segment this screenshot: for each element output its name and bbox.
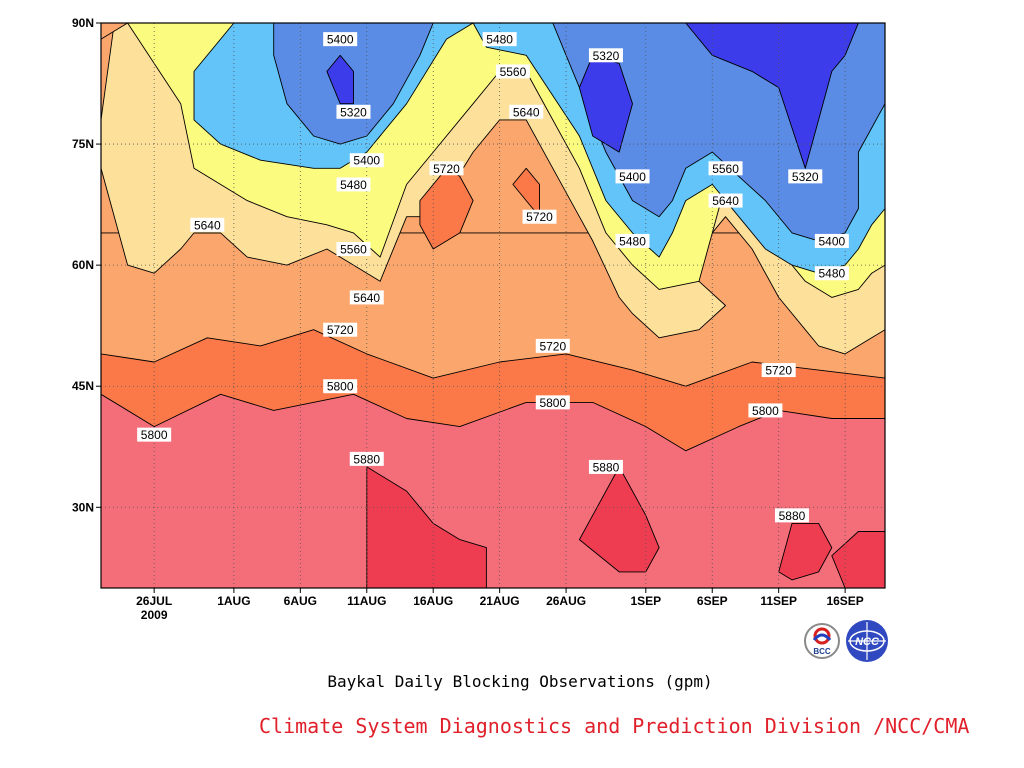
svg-text:5400: 5400 xyxy=(619,170,646,184)
footer-credit: Climate System Diagnostics and Predictio… xyxy=(259,714,970,738)
svg-text:5480: 5480 xyxy=(340,178,367,192)
svg-text:5800: 5800 xyxy=(752,404,779,418)
svg-text:5640: 5640 xyxy=(353,291,380,305)
svg-text:5720: 5720 xyxy=(765,364,792,378)
contour-label: 5720 xyxy=(522,209,557,224)
x-tick-label: 26AUG xyxy=(546,594,586,608)
contour-label: 5320 xyxy=(336,104,371,119)
svg-text:5480: 5480 xyxy=(619,234,646,248)
x-tick-label: 6SEP xyxy=(697,594,728,608)
y-tick-label: 75N xyxy=(72,137,94,151)
contour-label: 5880 xyxy=(349,451,384,466)
svg-text:5560: 5560 xyxy=(340,243,367,257)
x-tick-label: 26JUL xyxy=(136,594,172,608)
contour-label: 5800 xyxy=(748,403,783,418)
contour-region-below_5320 xyxy=(326,54,354,105)
x-tick-label: 1AUG xyxy=(217,594,250,608)
contour-label: 5320 xyxy=(588,48,623,63)
contour-label: 5800 xyxy=(535,395,570,410)
svg-text:5720: 5720 xyxy=(433,162,460,176)
svg-text:5880: 5880 xyxy=(593,460,620,474)
contour-label: 5400 xyxy=(814,233,849,248)
contour-region-above_5880 xyxy=(366,466,487,588)
contour-label: 5800 xyxy=(323,379,358,394)
contour-region-5640_5720 xyxy=(101,23,115,121)
contour-label: 5800 xyxy=(137,427,172,442)
x-tick-label: 16SEP xyxy=(826,594,863,608)
x-tick-label: 16AUG xyxy=(413,594,453,608)
svg-text:5640: 5640 xyxy=(513,105,540,119)
contour-label: 5400 xyxy=(323,32,358,47)
svg-text:5640: 5640 xyxy=(712,194,739,208)
contour-label: 5640 xyxy=(349,290,384,305)
x-tick-label: 21AUG xyxy=(480,594,520,608)
contour-region-above_5880 xyxy=(778,522,833,581)
svg-text:NCC: NCC xyxy=(855,636,880,648)
y-axis: 90N 75N 60N 45N 30N xyxy=(72,16,101,514)
y-tick-label: 90N xyxy=(72,16,94,30)
contour-region-5720_5800 xyxy=(419,167,474,250)
svg-text:5720: 5720 xyxy=(327,323,354,337)
ncc-logo: NCC xyxy=(846,620,888,662)
contour-label: 5480 xyxy=(814,266,849,281)
contour-label: 5480 xyxy=(615,233,650,248)
contour-region-5720_5800 xyxy=(512,167,540,218)
svg-text:5800: 5800 xyxy=(327,380,354,394)
svg-text:5400: 5400 xyxy=(818,234,845,248)
plot-frame xyxy=(100,22,886,589)
contour-label: 5320 xyxy=(788,169,823,184)
contour-label: 5560 xyxy=(495,64,530,79)
contour-label: 5880 xyxy=(774,508,809,523)
chart-title: Baykal Daily Blocking Observations (gpm) xyxy=(327,672,713,691)
bcc-logo: BCC xyxy=(804,623,840,659)
contour-label: 5480 xyxy=(336,177,371,192)
x-tick-sublabel: 2009 xyxy=(141,608,168,622)
contour-label: 5720 xyxy=(429,161,464,176)
svg-text:5800: 5800 xyxy=(141,428,168,442)
svg-text:5720: 5720 xyxy=(539,339,566,353)
svg-text:5320: 5320 xyxy=(593,49,620,63)
contour-label: 5640 xyxy=(708,193,743,208)
x-tick-label: 1SEP xyxy=(630,594,661,608)
contour-region-5640_5720 xyxy=(101,23,129,40)
contour-label: 5720 xyxy=(535,338,570,353)
contour-label: 5880 xyxy=(588,459,623,474)
contour-label: 5400 xyxy=(615,169,650,184)
contour-label: 5640 xyxy=(509,104,544,119)
contour-region-below_5320 xyxy=(685,23,859,169)
svg-text:5880: 5880 xyxy=(353,452,380,466)
svg-text:5320: 5320 xyxy=(792,170,819,184)
svg-text:5480: 5480 xyxy=(486,33,513,47)
svg-text:5720: 5720 xyxy=(526,210,553,224)
svg-text:BCC: BCC xyxy=(813,647,831,656)
contour-label: 5720 xyxy=(761,363,796,378)
y-tick-label: 60N xyxy=(72,258,94,272)
svg-text:5560: 5560 xyxy=(500,65,527,79)
contour-region-5800_5880 xyxy=(101,393,885,588)
svg-text:5320: 5320 xyxy=(340,105,367,119)
svg-text:5480: 5480 xyxy=(818,267,845,281)
x-tick-label: 11AUG xyxy=(347,594,386,608)
contour-label: 5640 xyxy=(190,217,225,232)
contour-label: 5720 xyxy=(323,322,358,337)
contour-labels: 5400 5320 5400 5480 5560 5640 5640 5720 5800 5800… xyxy=(137,32,849,523)
y-tick-label: 45N xyxy=(72,379,94,393)
contour-label: 5560 xyxy=(708,161,743,176)
svg-text:5560: 5560 xyxy=(712,162,739,176)
svg-text:5880: 5880 xyxy=(779,509,806,523)
contour-label: 5560 xyxy=(336,242,371,257)
x-tick-label: 11SEP xyxy=(760,594,797,608)
contour-fills xyxy=(101,23,885,588)
svg-text:5640: 5640 xyxy=(194,218,221,232)
svg-text:5800: 5800 xyxy=(539,396,566,410)
contour-label: 5480 xyxy=(482,32,517,47)
svg-text:5400: 5400 xyxy=(353,154,380,168)
contour-label: 5400 xyxy=(349,153,384,168)
contour-region-above_5880 xyxy=(831,531,885,588)
svg-text:5400: 5400 xyxy=(327,33,354,47)
x-tick-label: 6AUG xyxy=(284,594,317,608)
y-tick-label: 30N xyxy=(72,500,94,514)
